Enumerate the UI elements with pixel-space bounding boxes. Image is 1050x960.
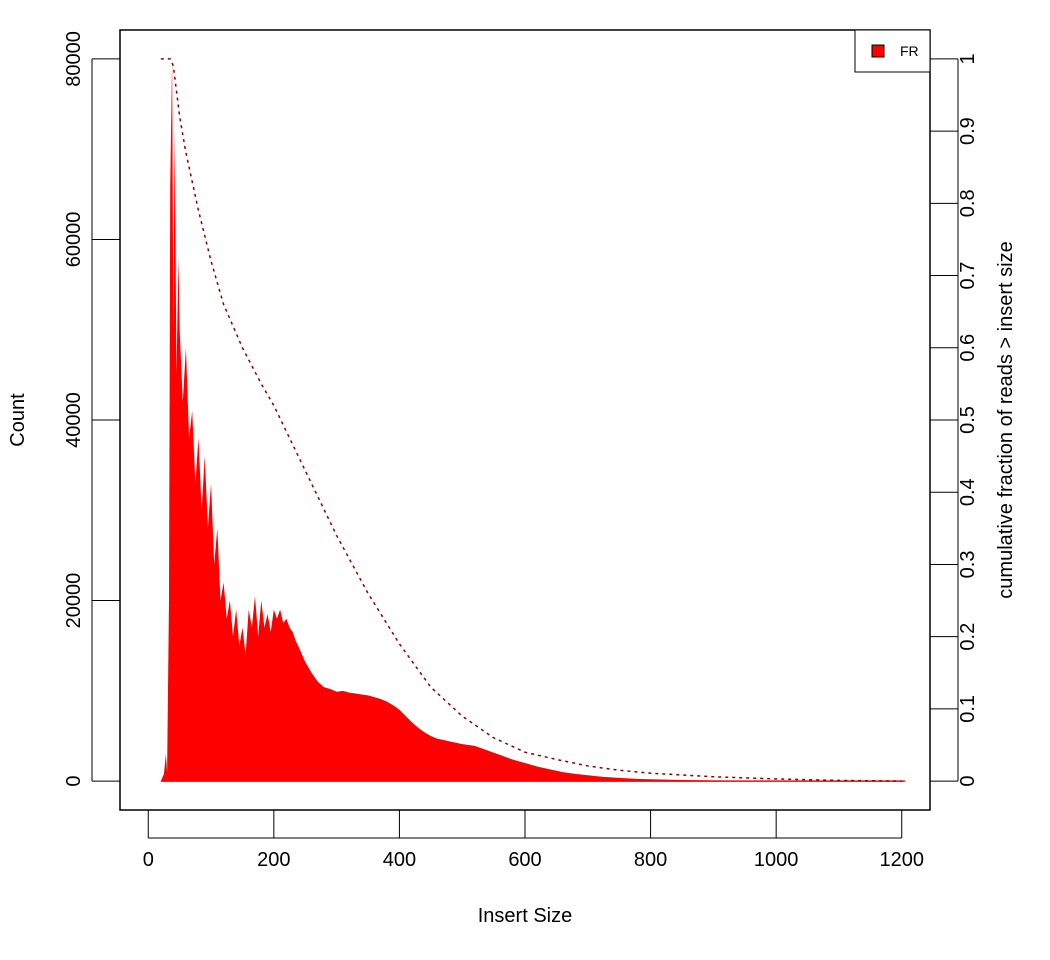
y2-tick-label: 0.9 [957,117,979,145]
x-tick-label: 800 [634,849,667,871]
histogram-bars [160,58,905,782]
y-tick-label: 80000 [63,31,85,87]
y2-tick-label: 0.8 [957,189,979,217]
histogram-area [160,58,905,782]
y2-tick-label: 1 [957,53,979,64]
y2-tick-label: 0.2 [957,623,979,651]
x-tick-label: 0 [143,849,154,871]
y2-tick-label: 0 [957,776,979,787]
x-axis: 0 200 400 600 800 1000 1200 [143,810,924,871]
y2-axis-title: cumulative fraction of reads > insert si… [995,241,1017,598]
x-axis-title: Insert Size [478,905,572,927]
legend-swatch-fr [871,44,885,58]
x-tick-label: 400 [383,849,416,871]
y-axis-title: Count [7,393,29,447]
y2-tick-label: 0.3 [957,551,979,579]
y2-tick-label: 0.7 [957,262,979,290]
x-tick-label: 600 [508,849,541,871]
legend: FR [854,29,931,73]
y-tick-label: 40000 [63,392,85,448]
legend-box [854,29,931,73]
y-tick-label: 0 [63,776,85,787]
y-tick-label: 20000 [63,573,85,629]
y-tick-label: 60000 [63,212,85,268]
y-axis-left: 0 20000 40000 60000 80000 [63,31,120,787]
x-tick-label: 1200 [879,849,924,871]
x-tick-label: 1000 [754,849,799,871]
y2-tick-label: 0.6 [957,334,979,362]
y2-tick-label: 0.1 [957,695,979,723]
y2-tick-label: 0.5 [957,406,979,434]
legend-label-fr: FR [900,43,919,59]
x-tick-label: 200 [257,849,290,871]
y-axis-right: 0 0.1 0.2 0.3 0.4 0.5 0.6 0.7 0.8 0.9 1 [930,53,979,787]
y2-tick-label: 0.4 [957,478,979,506]
